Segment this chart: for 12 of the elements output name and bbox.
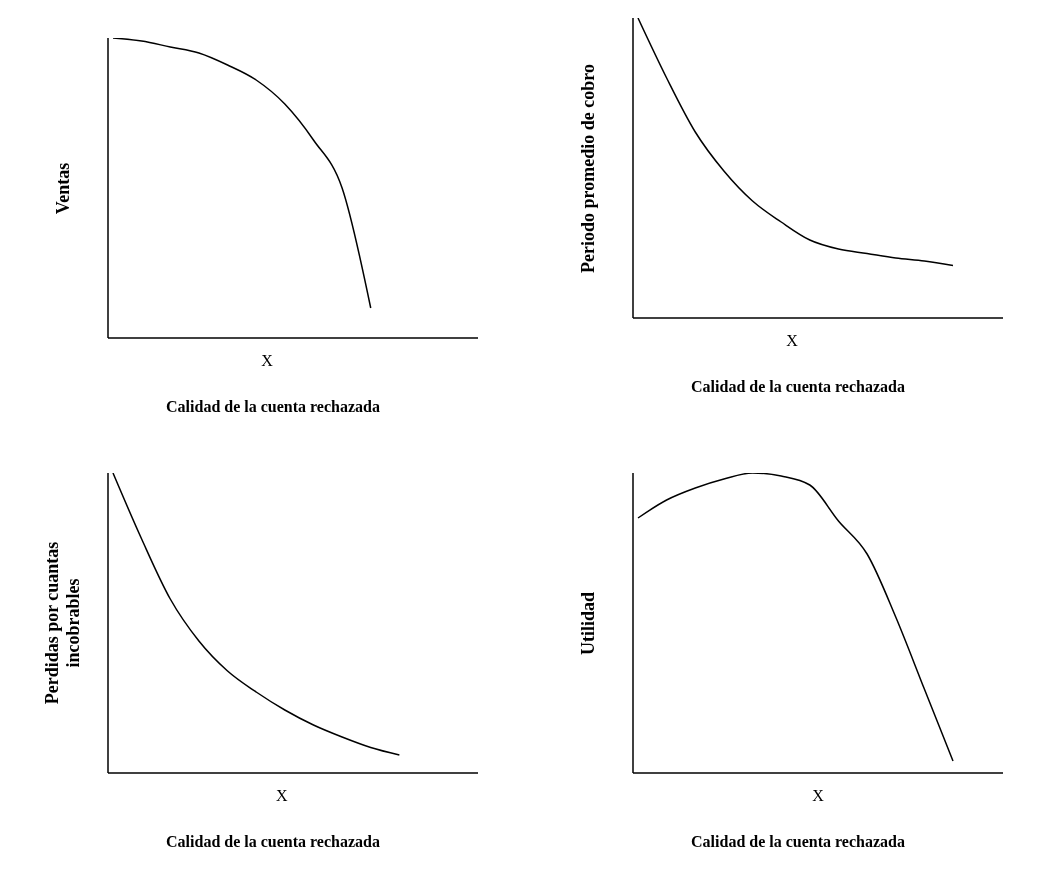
y-axis-title: Ventas — [52, 161, 74, 216]
x-axis-title: Calidad de la cuenta rechazada — [165, 398, 381, 416]
text: X — [811, 787, 825, 805]
text: X — [785, 332, 799, 350]
y-axis-title: Periodo promedio de cobro — [577, 62, 599, 275]
y-axis-title: Utilidad — [577, 590, 599, 657]
y-axis-title: Perdidas por cuantas incobrables — [42, 540, 84, 707]
text: X — [260, 352, 274, 370]
text: X — [275, 787, 289, 805]
x-axis-title: Calidad de la cuenta rechazada — [690, 833, 906, 851]
x-axis-title: Calidad de la cuenta rechazada — [690, 378, 906, 396]
x-axis-title: Calidad de la cuenta rechazada — [165, 833, 381, 851]
